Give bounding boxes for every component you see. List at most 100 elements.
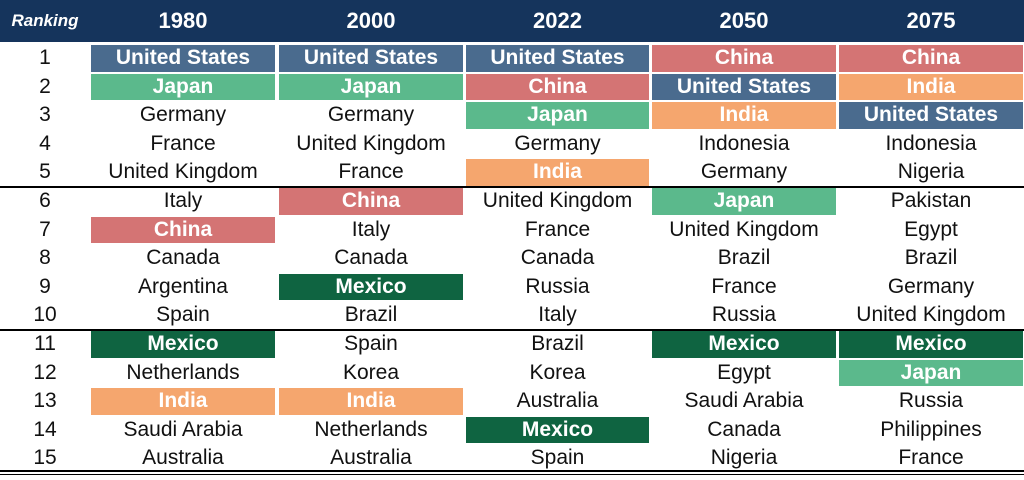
country-cell: Philippines — [880, 417, 982, 441]
country-cell: Korea — [529, 360, 586, 384]
ranking-header: Ranking — [11, 11, 79, 30]
rank-number: 11 — [34, 332, 56, 355]
country-cell: Germany — [700, 160, 788, 184]
country-cell: Canada — [334, 246, 408, 270]
country-cell: India — [466, 159, 649, 186]
rank-number: 8 — [39, 246, 51, 270]
rank-number: 15 — [33, 446, 57, 470]
country-cell: Mexico — [466, 416, 649, 444]
country-cell: United Kingdom — [296, 131, 446, 155]
country-cell: United Kingdom — [669, 217, 819, 241]
rank-number: 2 — [39, 74, 51, 98]
col-header-2022: 2022 — [533, 8, 582, 33]
country-cell: Germany — [514, 131, 601, 155]
country-cell: Nigeria — [710, 446, 778, 470]
country-cell: Japan — [91, 73, 275, 101]
country-cell: Russia — [898, 389, 964, 413]
country-cell: Brazil — [717, 246, 771, 270]
col-header-2000: 2000 — [346, 8, 396, 33]
header-row: Ranking 1980 2000 2022 2050 2075 — [0, 0, 1024, 42]
country-cell: Germany — [887, 274, 975, 298]
country-cell: Canada — [146, 246, 220, 270]
rank-number: 12 — [33, 360, 57, 384]
country-cell: Saudi Arabia — [684, 389, 804, 413]
country-cell: Spain — [156, 303, 210, 327]
country-cell: Canada — [520, 246, 595, 270]
country-cell: Germany — [327, 103, 415, 127]
country-cell: Italy — [538, 303, 577, 327]
country-cell: Italy — [351, 217, 391, 241]
country-cell: Russia — [525, 274, 590, 298]
country-cell: France — [711, 274, 777, 298]
country-cell: Australia — [330, 446, 412, 470]
country-cell: United Kingdom — [108, 160, 258, 184]
country-cell: Egypt — [904, 217, 958, 241]
country-cell: France — [150, 131, 216, 155]
country-cell: United Kingdom — [482, 189, 633, 212]
country-cell: Netherlands — [126, 360, 240, 384]
country-cell: Pakistan — [890, 189, 972, 212]
col-header-2050: 2050 — [719, 8, 769, 33]
country-cell: India — [839, 73, 1023, 101]
country-cell: France — [898, 446, 964, 470]
country-cell: Argentina — [138, 274, 228, 298]
country-cell: United States — [466, 45, 649, 72]
country-cell: Germany — [139, 103, 227, 127]
country-cell: Indonesia — [698, 131, 790, 155]
rank-number: 1 — [39, 46, 51, 69]
group-divider — [0, 186, 1024, 188]
country-cell: Mexico — [91, 331, 275, 358]
country-cell: Russia — [711, 303, 777, 327]
country-cell: Australia — [142, 446, 224, 470]
country-cell: Australia — [516, 389, 599, 413]
country-cell: India — [91, 388, 275, 415]
country-cell: Japan — [652, 188, 836, 215]
country-cell: United States — [279, 45, 463, 72]
country-cell: Korea — [342, 360, 400, 384]
country-cell: United Kingdom — [856, 303, 1006, 327]
country-cell: China — [91, 216, 275, 244]
country-cell: Japan — [839, 359, 1023, 387]
country-cell: United States — [652, 73, 836, 101]
country-cell: United States — [839, 102, 1023, 129]
country-cell: Netherlands — [314, 417, 428, 441]
country-cell: China — [839, 45, 1023, 72]
country-cell: Indonesia — [885, 131, 977, 155]
country-cell: India — [279, 388, 463, 415]
country-cell: Japan — [466, 102, 649, 129]
country-cell: France — [338, 160, 404, 184]
country-cell: Mexico — [279, 273, 463, 301]
rank-number: 13 — [33, 389, 57, 413]
country-cell: Canada — [707, 417, 781, 441]
country-cell: Brazil — [531, 332, 584, 355]
rank-number: 9 — [39, 274, 51, 298]
country-cell: Brazil — [344, 303, 398, 327]
rank-number: 5 — [39, 160, 51, 184]
country-cell: Egypt — [717, 360, 771, 384]
country-cell: China — [652, 45, 836, 72]
country-cell: France — [524, 217, 591, 241]
country-cell: India — [652, 102, 836, 129]
country-cell: Nigeria — [897, 160, 965, 184]
col-header-1980: 1980 — [158, 8, 208, 33]
country-cell: Italy — [163, 189, 203, 212]
table-bottom-rule — [0, 474, 1024, 475]
country-cell: Saudi Arabia — [123, 417, 243, 441]
col-header-2075: 2075 — [906, 8, 956, 33]
rank-number: 7 — [39, 217, 51, 241]
country-cell: United States — [91, 45, 275, 72]
rank-number: 14 — [33, 417, 57, 441]
country-cell: China — [279, 188, 463, 215]
table-bottom-rule — [0, 470, 1024, 472]
group-divider — [0, 329, 1024, 331]
rank-number: 3 — [39, 103, 51, 127]
country-cell: Spain — [344, 332, 398, 355]
rank-number: 6 — [39, 189, 51, 212]
rank-number: 4 — [39, 131, 51, 155]
country-cell: Mexico — [652, 331, 836, 358]
rank-number: 10 — [33, 303, 57, 327]
country-cell: Spain — [530, 446, 585, 470]
country-cell: Mexico — [839, 331, 1023, 358]
country-cell: China — [466, 73, 649, 101]
